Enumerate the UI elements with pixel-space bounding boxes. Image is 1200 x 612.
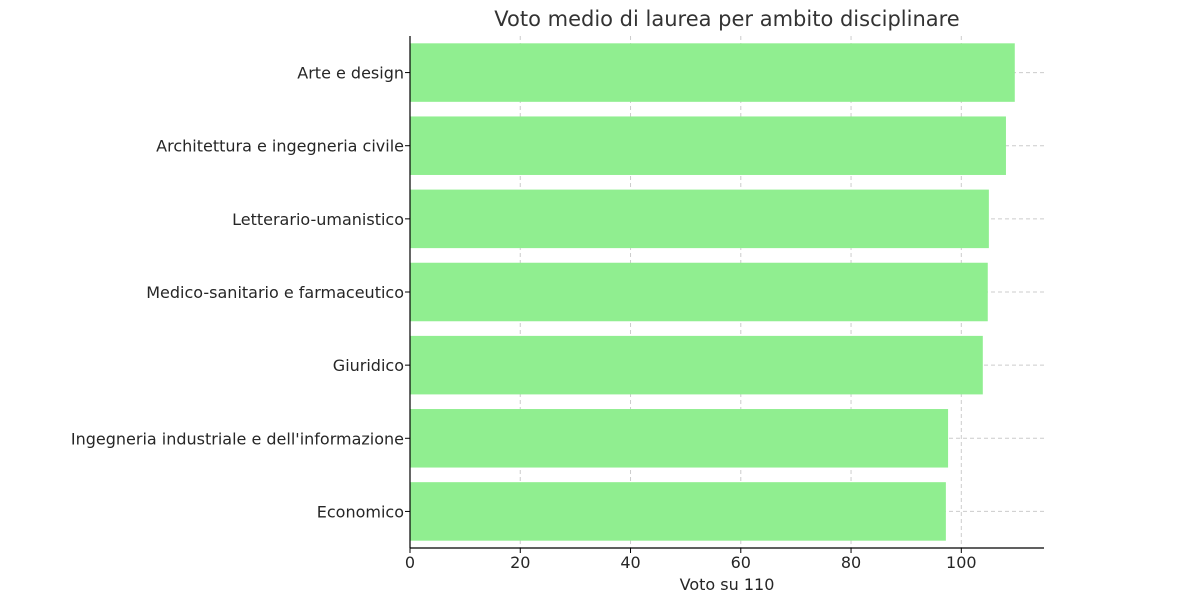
category-label-1: Architettura e ingegneria civile	[156, 137, 404, 156]
bar-0	[410, 43, 1015, 102]
x-tick-label-100: 100	[946, 553, 977, 572]
x-tick-label-80: 80	[841, 553, 861, 572]
bar-1	[410, 116, 1006, 175]
x-axis-label: Voto su 110	[680, 575, 775, 594]
x-tick-label-60: 60	[731, 553, 751, 572]
category-label-5: Ingegneria industriale e dell'informazio…	[71, 429, 404, 448]
category-label-3: Medico-sanitario e farmaceutico	[146, 283, 404, 302]
bar-2	[410, 189, 989, 249]
bar-6	[410, 482, 946, 541]
bar-5	[410, 409, 949, 468]
x-ticks: 0 20 40 60 80 100	[405, 72, 977, 572]
category-label-0: Arte e design	[297, 64, 404, 83]
category-label-2: Letterario-umanistico	[232, 210, 404, 229]
bars	[410, 43, 1015, 541]
chart-title: Voto medio di laurea per ambito discipli…	[494, 7, 959, 31]
x-tick-label-40: 40	[620, 553, 640, 572]
bar-3	[410, 262, 988, 322]
x-tick-label-0: 0	[405, 553, 415, 572]
bar-4	[410, 335, 983, 395]
category-labels: Arte e design Architettura e ingegneria c…	[71, 64, 404, 522]
category-label-4: Giuridico	[333, 356, 404, 375]
category-label-6: Economico	[317, 502, 404, 521]
x-tick-label-20: 20	[510, 553, 530, 572]
